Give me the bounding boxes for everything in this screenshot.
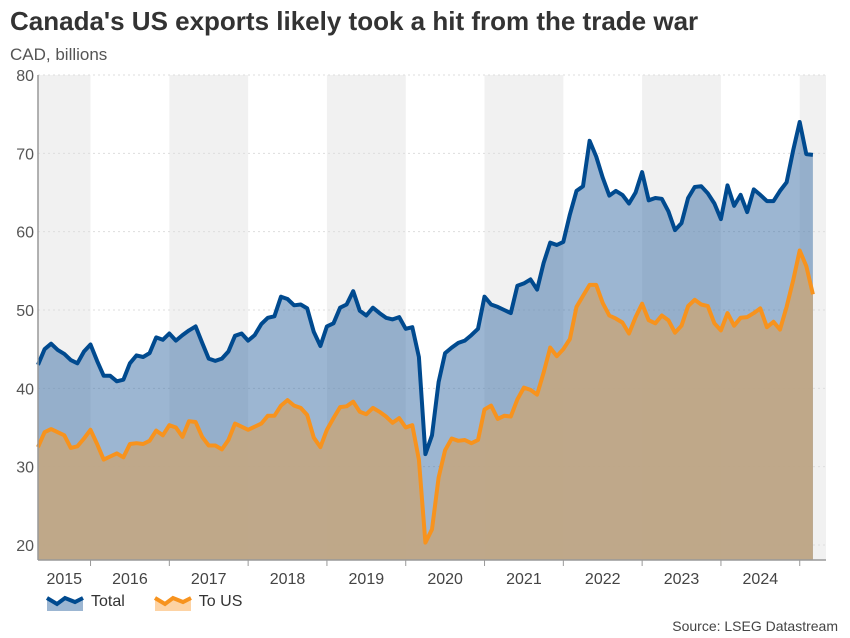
x-tick-label: 2017 bbox=[191, 571, 227, 588]
y-tick-label: 80 bbox=[16, 68, 34, 85]
legend-item-to-us[interactable]: To US bbox=[153, 592, 243, 612]
legend-label-total: Total bbox=[91, 593, 125, 610]
axes: 20 30 40 50 60 70 80 2015 2016 2017 2018 2019 2020 20… bbox=[16, 68, 826, 588]
legend-label-to-us: To US bbox=[198, 593, 243, 610]
to-us-line bbox=[36, 248, 815, 545]
x-tick-label: 2021 bbox=[506, 571, 542, 588]
chart-subtitle: CAD, billions bbox=[10, 45, 108, 64]
y-tick-label: 60 bbox=[16, 225, 34, 242]
to-us-area-fill bbox=[38, 250, 813, 560]
x-tick-label: 2019 bbox=[349, 571, 385, 588]
x-tick-label: 2024 bbox=[743, 571, 779, 588]
y-tick-label: 20 bbox=[16, 538, 34, 555]
y-tick-label: 40 bbox=[16, 381, 34, 398]
x-tick-label: 2020 bbox=[427, 571, 463, 588]
x-tick-label: 2015 bbox=[46, 571, 82, 588]
y-tick-label: 50 bbox=[16, 303, 34, 320]
total-line bbox=[36, 120, 814, 457]
chart-title: Canada's US exports likely took a hit fr… bbox=[10, 6, 699, 36]
to-us-swatch-icon bbox=[153, 595, 192, 611]
x-tick-label: 2016 bbox=[112, 571, 148, 588]
total-swatch-icon bbox=[45, 595, 84, 611]
source-note: Source: LSEG Datastream bbox=[672, 618, 838, 634]
legend-item-total[interactable]: Total bbox=[45, 592, 125, 612]
y-tick-label: 70 bbox=[16, 146, 34, 163]
x-tick-label: 2023 bbox=[664, 571, 700, 588]
y-tick-label: 30 bbox=[16, 460, 34, 477]
x-tick-label: 2022 bbox=[585, 571, 621, 588]
legend: Total To US bbox=[45, 592, 242, 612]
x-tick-label: 2018 bbox=[270, 571, 306, 588]
